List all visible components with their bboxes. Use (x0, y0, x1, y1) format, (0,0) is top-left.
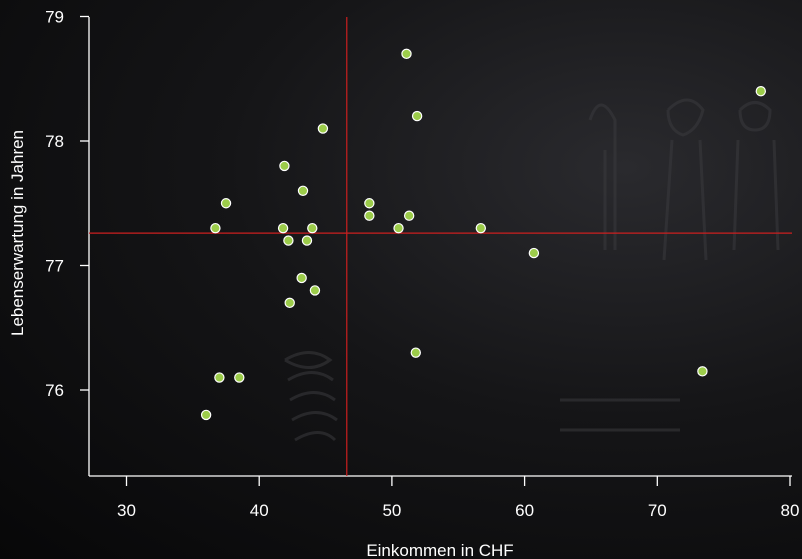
data-point (307, 222, 318, 234)
data-point (284, 297, 295, 309)
data-point (755, 85, 767, 97)
data-point (200, 409, 212, 421)
data-point (364, 210, 375, 221)
data-point (411, 110, 423, 122)
data-point (214, 372, 225, 383)
x-axis-title: Einkommen in CHF (366, 541, 513, 559)
data-point (277, 222, 289, 234)
data-point (528, 247, 540, 259)
data-point (297, 185, 309, 196)
data-point (309, 285, 321, 296)
y-ticks: 76 77 78 79 (45, 8, 89, 400)
data-points (200, 48, 767, 421)
data-point (301, 235, 313, 246)
data-point (234, 372, 245, 383)
data-point (364, 198, 375, 209)
data-point (401, 48, 412, 60)
y-tick-label: 78 (45, 132, 64, 151)
background-sketch (284, 98, 780, 442)
data-point (220, 198, 232, 209)
y-tick-label: 77 (45, 257, 64, 276)
x-tick-label: 60 (515, 501, 534, 520)
y-axis-title: Lebenserwartung in Jahren (8, 130, 27, 336)
x-tick-label: 80 (781, 501, 800, 520)
data-point (279, 160, 290, 172)
data-point (296, 272, 307, 284)
y-tick-label: 79 (45, 8, 64, 27)
data-point (283, 235, 294, 246)
data-point (210, 222, 221, 234)
x-tick-label: 70 (648, 501, 667, 520)
y-tick-label: 76 (45, 381, 64, 400)
x-ticks: 30 40 50 60 70 80 (117, 476, 799, 520)
data-point (393, 222, 404, 234)
x-tick-label: 30 (117, 501, 136, 520)
x-tick-label: 50 (382, 501, 401, 520)
x-tick-label: 40 (250, 501, 269, 520)
data-point (697, 366, 708, 377)
mean-lines (89, 17, 792, 476)
data-point (410, 347, 421, 358)
data-point (475, 222, 487, 234)
axes (88, 17, 792, 477)
data-point (317, 123, 329, 134)
data-point (403, 210, 415, 221)
